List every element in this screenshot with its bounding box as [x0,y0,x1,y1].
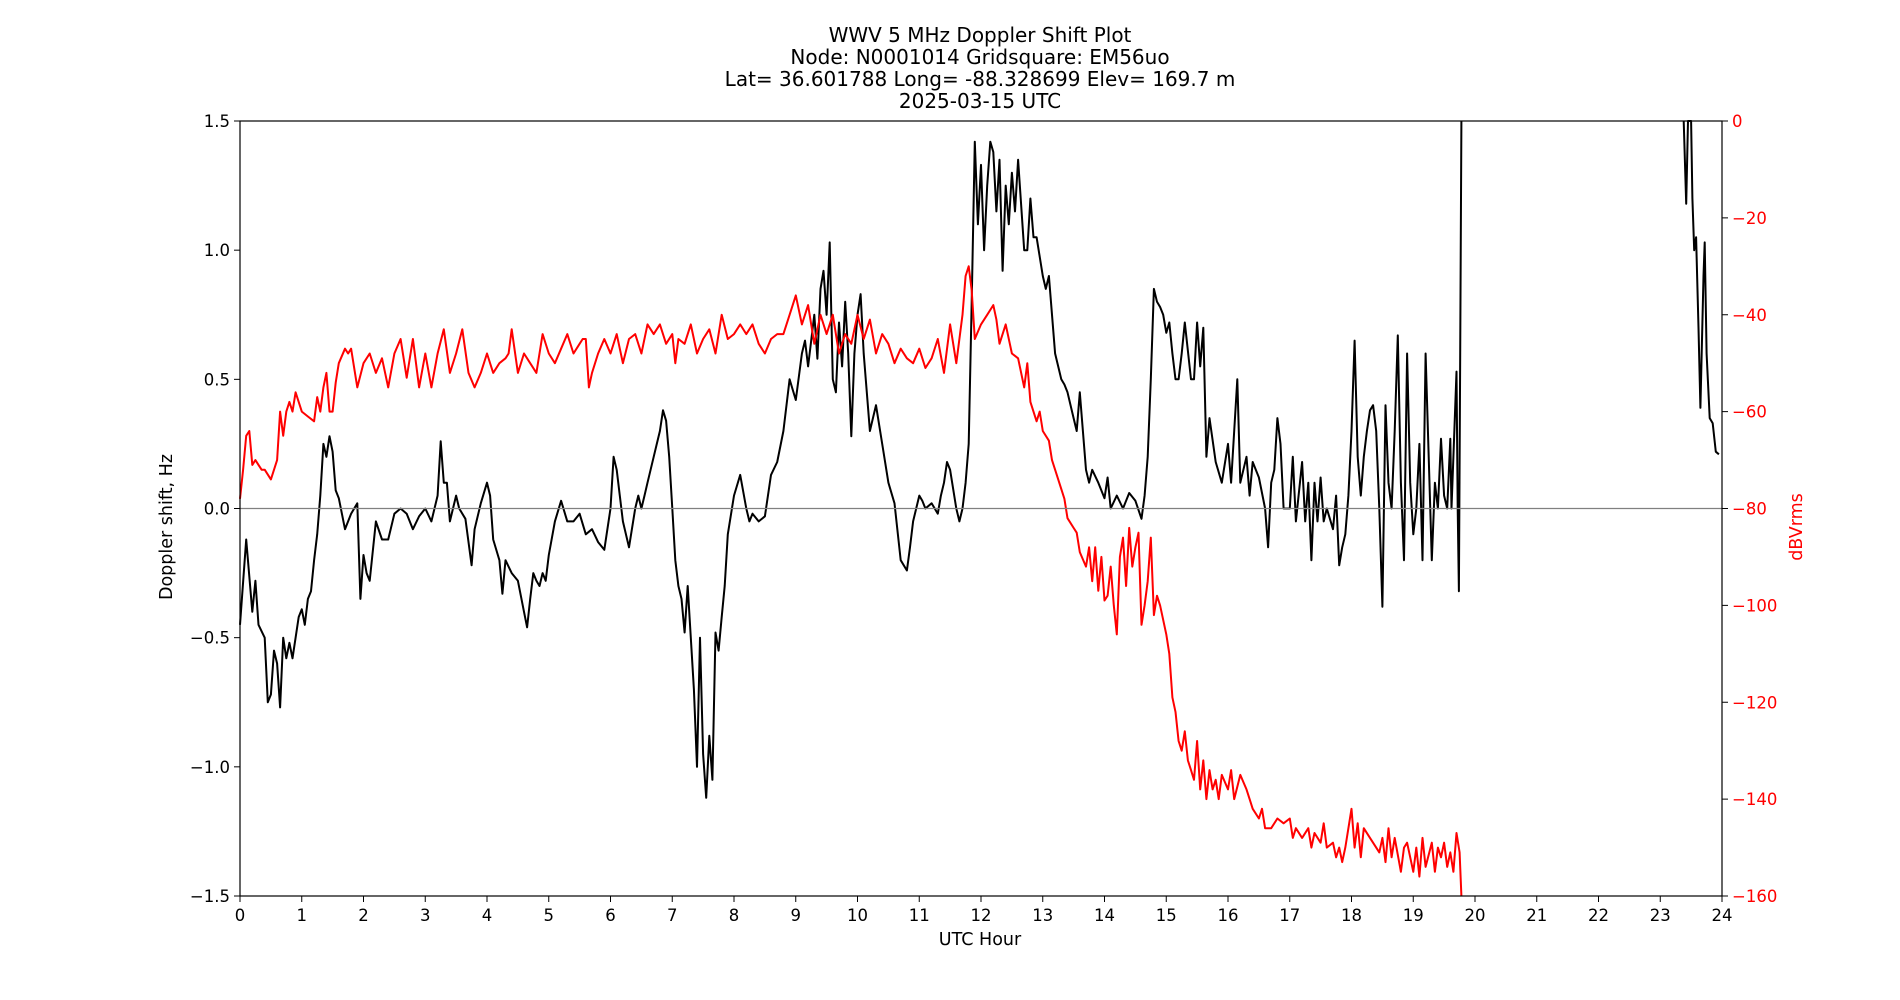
x-tick-label: 21 [1526,906,1547,925]
y-tick-label: 0.5 [204,370,230,389]
x-tick-label: 23 [1650,906,1671,925]
x-tick-label: 22 [1588,906,1609,925]
x-axis-label: UTC Hour [939,930,1022,950]
x-tick-label: 11 [909,906,930,925]
y-axis-label: Doppler shift, Hz [157,454,177,600]
doppler-shift-line-0 [239,120,1463,799]
title-line-2: Node: N0001014 Gridsquare: EM56uo [790,45,1169,69]
y2-tick-label: −40 [1732,306,1767,325]
x-tick-label: 1 [297,906,308,925]
x-tick-label: 13 [1032,906,1053,925]
y-tick-label: −1.5 [190,887,230,906]
x-tick-label: 8 [729,906,740,925]
x-tick-label: 17 [1279,906,1300,925]
y-tick-label: 1.5 [204,112,230,131]
chart-title: WWV 5 MHz Doppler Shift Plot Node: N0001… [725,23,1236,113]
x-tick-label: 19 [1403,906,1424,925]
x-tick-label: 15 [1156,906,1177,925]
y2-tick-label: −20 [1732,209,1767,228]
y2-tick-label: −100 [1732,596,1777,615]
x-tick-label: 3 [420,906,431,925]
x-tick-label: 10 [847,906,868,925]
x-tick-label: 0 [235,906,246,925]
title-line-1: WWV 5 MHz Doppler Shift Plot [829,23,1132,47]
y2-axis-ticks: 0 −20 −40 −60 −80 −100 −120 −140 −160 [1722,112,1777,906]
x-tick-label: 16 [1218,906,1239,925]
x-tick-label: 9 [791,906,802,925]
doppler-shift-line-1 [1682,120,1720,456]
y-tick-label: −0.5 [190,629,230,648]
x-tick-label: 7 [667,906,678,925]
x-tick-label: 14 [1094,906,1115,925]
y2-tick-label: 0 [1732,112,1743,131]
y2-tick-label: −80 [1732,500,1767,519]
title-line-4: 2025-03-15 UTC [899,89,1061,113]
x-tick-label: 4 [482,906,493,925]
x-tick-label: 18 [1341,906,1362,925]
x-tick-label: 12 [971,906,992,925]
y2-tick-label: −140 [1732,790,1777,809]
x-tick-label: 24 [1712,906,1733,925]
y-tick-label: −1.0 [190,758,230,777]
y-tick-label: 0.0 [204,500,230,519]
x-tick-label: 20 [1465,906,1486,925]
y2-tick-label: −60 [1732,403,1767,422]
x-axis-ticks: 0 1 2 3 4 5 6 7 8 9 10 11 12 13 14 15 16 17 18 19 20 21 22 23 24 [235,896,1733,925]
y-tick-label: 1.0 [204,241,230,260]
y2-axis-label: dBVrms [1787,493,1807,561]
x-tick-label: 2 [358,906,369,925]
y2-tick-label: −120 [1732,693,1777,712]
y-axis-ticks: 1.5 1.0 0.5 0.0 −0.5 −1.0 −1.5 [190,112,240,906]
y2-tick-label: −160 [1732,887,1777,906]
x-tick-label: 5 [544,906,555,925]
signal-level-line-2 [239,265,1463,897]
x-tick-label: 6 [605,906,616,925]
title-line-3: Lat= 36.601788 Long= -88.328699 Elev= 16… [725,67,1236,91]
